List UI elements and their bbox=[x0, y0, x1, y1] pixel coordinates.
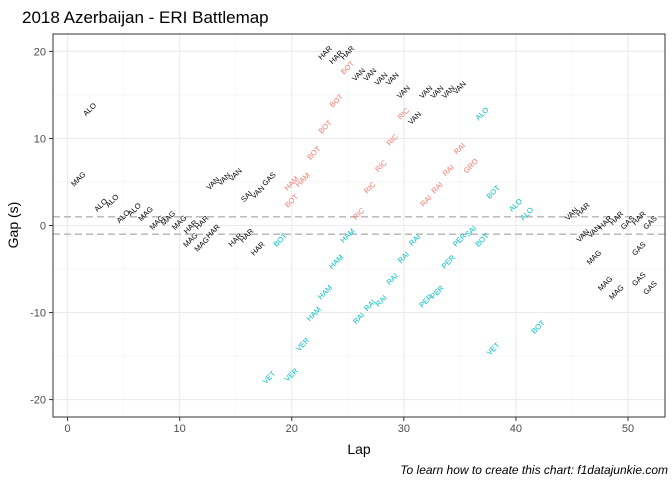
reference-lines bbox=[53, 216, 665, 235]
y-tick-label: -10 bbox=[30, 308, 46, 320]
major-gridlines bbox=[53, 34, 665, 417]
chart-title: 2018 Azerbaijan - ERI Battlemap bbox=[22, 8, 269, 27]
x-tick-label: 10 bbox=[174, 423, 186, 435]
chart-caption: To learn how to create this chart: f1dat… bbox=[400, 463, 668, 477]
y-tick-label: -20 bbox=[30, 395, 46, 407]
y-tick-label: 0 bbox=[40, 221, 46, 233]
y-tick-label: 20 bbox=[34, 46, 46, 58]
x-tick-label: 0 bbox=[65, 423, 71, 435]
y-tick-label: 10 bbox=[34, 133, 46, 145]
x-tick-label: 50 bbox=[622, 423, 634, 435]
x-axis-title: Lap bbox=[347, 441, 371, 457]
x-tick-label: 40 bbox=[510, 423, 522, 435]
y-axis-title: Gap (s) bbox=[5, 202, 21, 249]
x-tick-label: 20 bbox=[286, 423, 298, 435]
minor-gridlines bbox=[53, 34, 665, 417]
x-axis: 0 10 20 30 40 50 bbox=[65, 417, 634, 435]
y-axis: -20 -10 0 10 20 bbox=[30, 46, 53, 407]
x-tick-label: 30 bbox=[398, 423, 410, 435]
